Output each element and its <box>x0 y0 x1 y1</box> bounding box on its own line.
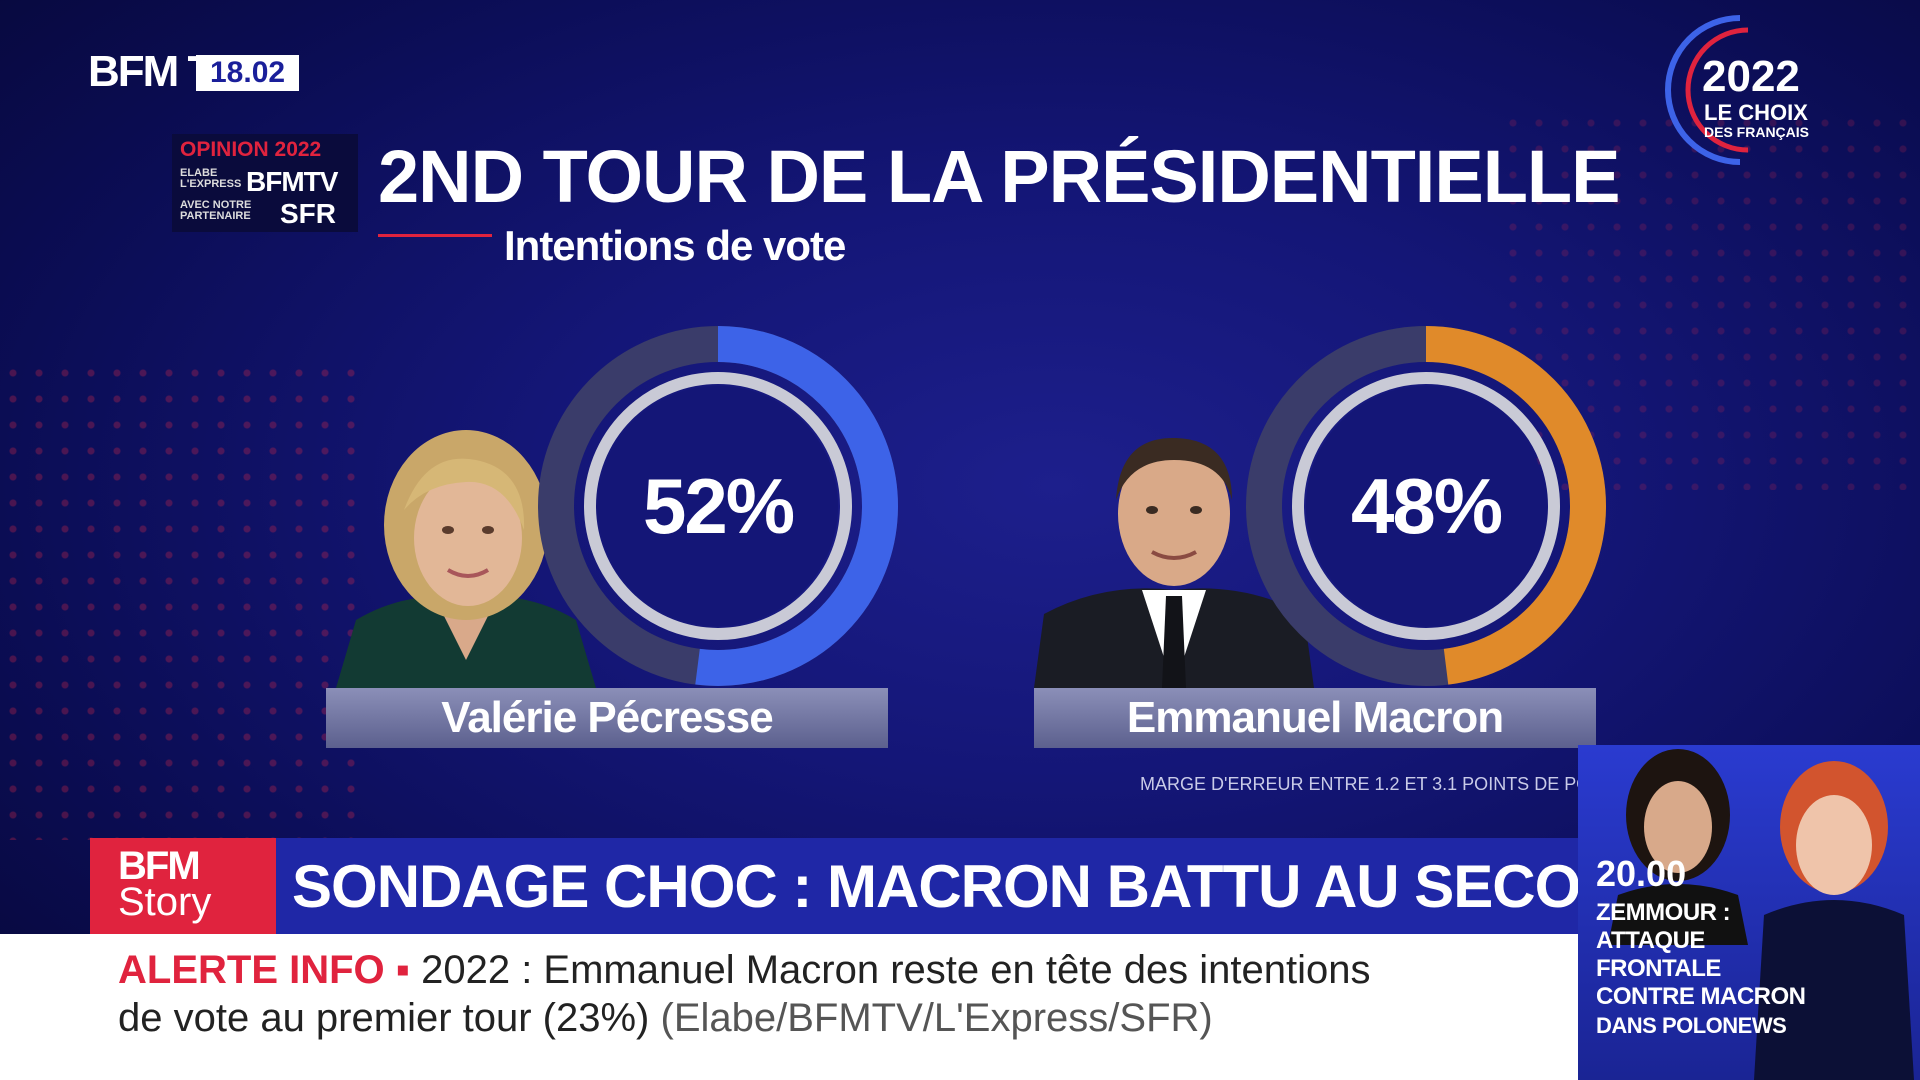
election-logo: 2022 LE CHOIX DES FRANÇAIS <box>1640 8 1840 173</box>
ticker-text-2: de vote au premier tour (23%) <box>118 996 650 1040</box>
background-dot-pattern <box>0 360 360 840</box>
promo-line-2: ATTAQUE <box>1596 927 1705 954</box>
subtitle-accent-line <box>378 234 492 237</box>
promo-line-1: ZEMMOUR : <box>1596 899 1731 926</box>
chart-title: 2ND TOUR DE LA PRÉSIDENTIELLE <box>378 135 1620 218</box>
election-logo-line1: LE CHOIX <box>1704 100 1808 125</box>
macron-photo <box>1034 437 1314 688</box>
election-logo-arc-icon <box>1665 15 1749 165</box>
ticker-text-1: 2022 : Emmanuel Macron reste en tête des… <box>421 948 1371 992</box>
election-logo-year: 2022 <box>1702 52 1800 101</box>
candidate-name-macron: Emmanuel Macron <box>1034 688 1596 748</box>
presenter-photo-right <box>1754 761 1914 1080</box>
upcoming-show-promo: 20.00 ZEMMOUR : ATTAQUE FRONTALE CONTRE … <box>1578 745 1920 1080</box>
margin-of-error-note: MARGE D'ERREUR ENTRE 1.2 ET 3.1 POINTS D… <box>1140 774 1702 794</box>
chart-subtitle: Intentions de vote <box>504 222 846 269</box>
pecresse-photo <box>336 430 596 688</box>
ticker-line-1: ALERTE INFO ▪ 2022 : Emmanuel Macron res… <box>118 948 1371 993</box>
opinion-badge-elabe: ELABE L'EXPRESS <box>180 167 242 190</box>
donut-value-macron: 48% <box>1350 461 1503 550</box>
story-badge-top: BFM <box>118 844 201 888</box>
story-badge-bottom: Story <box>118 880 212 924</box>
opinion-badge-title: OPINION 2022 <box>180 138 322 161</box>
promo-line-4: CONTRE MACRON <box>1596 983 1806 1010</box>
donut-value-pecresse: 52% <box>642 461 795 550</box>
donut-slice-macron <box>1246 326 1606 686</box>
election-logo-line2: DES FRANÇAIS <box>1704 124 1810 140</box>
headline-band <box>90 838 1580 934</box>
opinion-badge-partner: AVEC NOTRE PARTENAIRE <box>180 199 252 222</box>
promo-line-3: FRONTALE <box>1596 955 1721 982</box>
opinion-badge-bfmtv: BFMTV <box>246 166 338 197</box>
candidate-name-pecresse: Valérie Pécresse <box>326 688 888 748</box>
alert-bullet: ▪ <box>395 948 422 992</box>
alert-label: ALERTE INFO <box>118 948 385 992</box>
donut-chart-macron: 48% <box>1246 326 1606 686</box>
presenter-photo-left <box>1608 749 1748 945</box>
opinion-badge-sfr: SFR <box>280 198 336 229</box>
donut-chart-pecresse: 52% <box>538 326 898 686</box>
opinion-badge: OPINION 2022 ELABE L'EXPRESS BFMTV AVEC … <box>172 134 358 232</box>
ticker-line-2: de vote au premier tour (23%) (Elabe/BFM… <box>118 996 1213 1041</box>
promo-line-5: DANS POLONEWS <box>1596 1013 1787 1038</box>
ticker-source: (Elabe/BFMTV/L'Express/SFR) <box>660 996 1213 1040</box>
donut-slice-pecresse <box>538 326 898 686</box>
news-ticker: ALERTE INFO ▪ 2022 : Emmanuel Macron res… <box>0 934 1580 1080</box>
clock-badge: 18.02 <box>196 55 300 91</box>
promo-time: 20.00 <box>1596 853 1687 894</box>
bfm-story-badge: BFM Story <box>90 838 276 934</box>
